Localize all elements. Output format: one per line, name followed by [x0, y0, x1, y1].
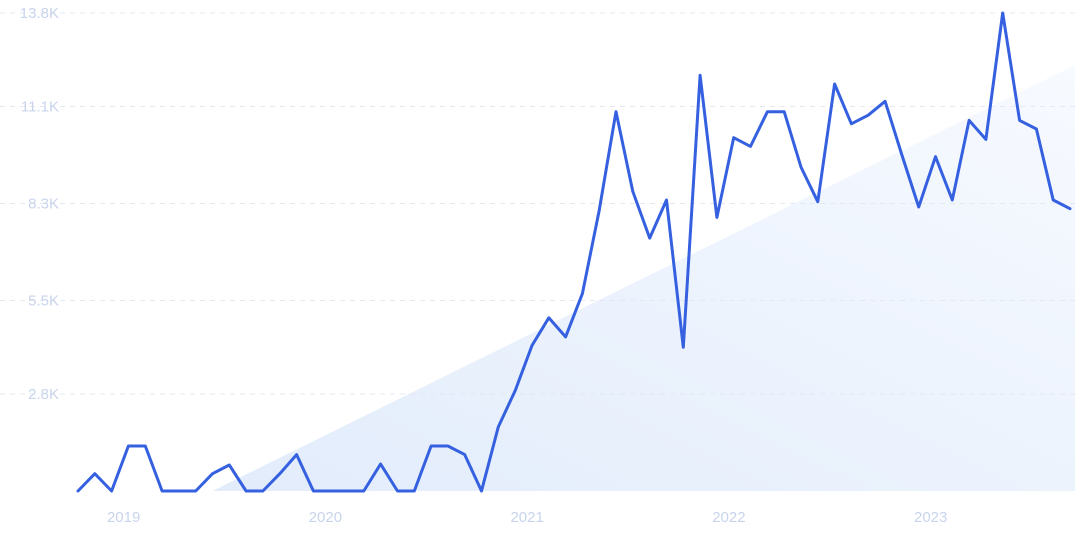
- trend-area: [212, 64, 1075, 492]
- x-tick-label: 2022: [712, 509, 745, 526]
- y-tick-label: 11.1K: [21, 99, 59, 116]
- trend-wedge: [212, 64, 1075, 492]
- y-tick-label: 8.3K: [28, 196, 59, 213]
- x-tick-label: 2023: [914, 509, 947, 526]
- y-tick-label: 5.5K: [28, 292, 59, 309]
- x-tick-label: 2021: [510, 509, 543, 526]
- series-line: [76, 11, 1072, 493]
- y-axis-ticks: 2.8K 5.5K 8.3K 11.1K 13.8K: [20, 5, 59, 403]
- x-tick-label: 2019: [107, 509, 140, 526]
- y-tick-label: 13.8K: [20, 5, 59, 22]
- series-group: [76, 11, 1072, 493]
- y-tick-label: 2.8K: [28, 386, 59, 403]
- x-axis-ticks: 2019 2020 2021 2022 2023: [107, 509, 947, 526]
- x-tick-label: 2020: [309, 509, 342, 526]
